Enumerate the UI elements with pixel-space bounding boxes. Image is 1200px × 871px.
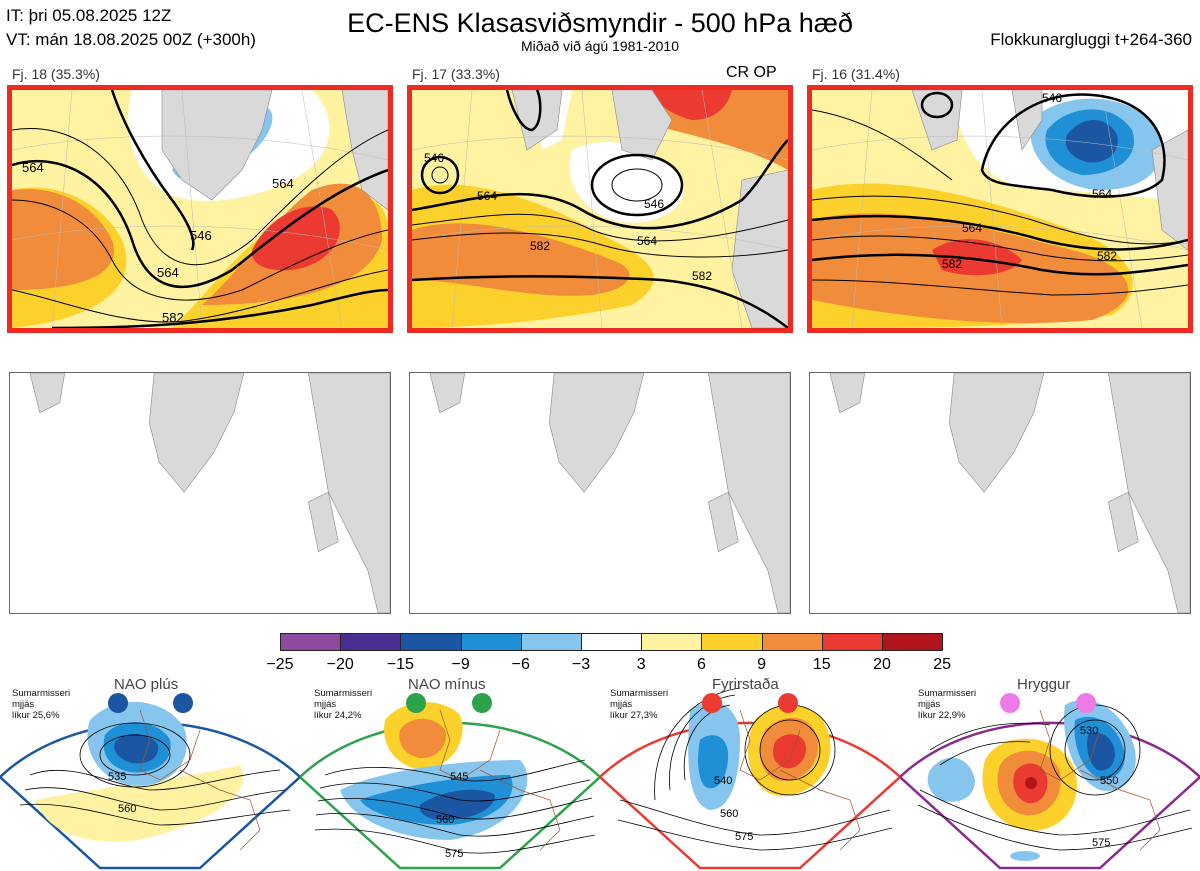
contour-label: 546	[1042, 91, 1062, 105]
colorbar-segment	[641, 633, 703, 651]
empty-map-3	[809, 372, 1191, 614]
regime-dot	[702, 693, 722, 713]
regime-title: Fyrirstaða	[712, 676, 779, 693]
contour-label: 550	[1100, 775, 1118, 787]
contour-label: 546	[424, 151, 444, 165]
contour-label: 582	[692, 269, 712, 283]
colorbar-segment	[520, 633, 582, 651]
contour-label: 564	[1092, 187, 1112, 201]
regime-dot	[108, 693, 128, 713]
valid-time: VT: mán 18.08.2025 00Z (+300h)	[6, 30, 256, 49]
colorbar-tick-label: 20	[873, 656, 891, 673]
regime-ridge: 530 550 575 Hryggur Sumarmisseri mjjás l…	[900, 676, 1200, 870]
cluster-2-label: Fj. 17 (33.3%)	[412, 66, 500, 82]
regime-season: Sumarmisseri	[918, 688, 977, 699]
contour-label: 546	[190, 228, 212, 243]
regime-dot	[472, 693, 492, 713]
contour-label: 582	[942, 257, 962, 271]
colorbar-tick-label: 15	[812, 656, 831, 673]
cr-op-label: CR OP	[726, 64, 777, 81]
colorbar-segment	[701, 633, 763, 651]
contour-label: 540	[714, 775, 732, 787]
contour-label: 564	[637, 234, 657, 248]
contour-label: 530	[1080, 725, 1098, 737]
cluster-3-label: Fj. 16 (31.4%)	[812, 66, 900, 82]
contour-label: 546	[644, 197, 664, 211]
contour-label: 564	[157, 265, 179, 280]
colorbar-tick-label: −20	[326, 656, 354, 673]
colorbar-segment	[340, 633, 402, 651]
regime-mean: mjjás	[12, 699, 35, 710]
empty-map-2	[409, 372, 791, 614]
colorbar-segment	[581, 633, 643, 651]
colorbar-segment	[280, 633, 342, 651]
contour-label: 575	[735, 831, 753, 843]
regime-probability: líkur 27,3%	[610, 710, 658, 721]
colorbar-tick-label: −25	[266, 656, 294, 673]
regime-nao-minus: 545 560 575 NAO mínus Sumarmisseri mjjás…	[300, 676, 600, 870]
contour-label: 564	[272, 176, 294, 191]
init-time: IT: þri 05.08.2025 12Z	[6, 6, 172, 25]
colorbar-tick-label: −9	[451, 656, 470, 673]
empty-map-1	[9, 372, 391, 614]
classification-window: Flokkunargluggi t+264-360	[990, 30, 1192, 49]
regime-mean: mjjás	[610, 699, 633, 710]
contour-label: 564	[962, 221, 982, 235]
contour-label: 582	[162, 310, 184, 325]
colorbar-segment	[821, 633, 883, 651]
colorbar-tick-label: 6	[696, 656, 706, 673]
regime-season: Sumarmisseri	[314, 688, 373, 699]
colorbar-tick-label: −3	[571, 656, 591, 673]
regime-title: Hryggur	[1017, 676, 1071, 693]
regime-nao-plus: 535 560 NAO plús Sumarmisseri mjjás líku…	[0, 676, 300, 870]
colorbar-segment	[460, 633, 522, 651]
regime-season: Sumarmisseri	[610, 688, 669, 699]
contour-label: 560	[118, 803, 136, 815]
colorbar-segment	[761, 633, 823, 651]
colorbar-segment	[400, 633, 462, 651]
contour-label: 535	[108, 771, 126, 783]
colorbar-tick-label: 3	[636, 656, 646, 673]
contour-label: 560	[436, 814, 454, 826]
regime-dot	[1000, 693, 1020, 713]
regime-mean: mjjás	[314, 699, 337, 710]
contour-label: 575	[1092, 837, 1110, 849]
colorbar-tick-label: −6	[511, 656, 530, 673]
regime-dot	[173, 693, 193, 713]
regime-dot	[778, 693, 798, 713]
regime-season: Sumarmisseri	[12, 688, 71, 699]
regime-blocking: 540 560 575 Fyrirstaða Sumarmisseri mjjá…	[600, 676, 900, 870]
regime-probability: líkur 22,9%	[918, 710, 966, 721]
contour-label: 564	[477, 189, 497, 203]
regime-title: NAO plús	[114, 676, 179, 693]
colorbar-tick-label: 9	[757, 656, 767, 673]
colorbar-tick-label: −15	[386, 656, 414, 673]
regime-mean: mjjás	[918, 699, 941, 710]
regime-probability: líkur 24,2%	[314, 710, 362, 721]
cluster-3-map: 546 564 564 582 582	[807, 85, 1193, 333]
page-title: EC-ENS Klasasviðsmyndir - 500 hPa hæð	[347, 8, 853, 38]
regime-probability: líkur 25,6%	[12, 710, 60, 721]
contour-label: 545	[450, 771, 468, 783]
cluster-1-map: 564 546 564 564 582	[7, 85, 393, 333]
contour-label: 582	[1097, 249, 1117, 263]
contour-label: 582	[530, 239, 550, 253]
contour-label: 564	[22, 160, 44, 175]
colorbar-tick-label: 25	[933, 656, 952, 673]
regime-dot	[1076, 693, 1096, 713]
page-subtitle: Miðað við ágú 1981-2010	[520, 38, 679, 54]
regime-title: NAO mínus	[408, 676, 486, 693]
colorbar-segment	[882, 633, 944, 651]
cluster-1-label: Fj. 18 (35.3%)	[12, 66, 100, 82]
contour-label: 575	[445, 848, 463, 860]
contour-label: 560	[720, 808, 738, 820]
cluster-2-map: 546 564 546 564 582 582	[407, 85, 793, 333]
regime-dot	[406, 693, 426, 713]
